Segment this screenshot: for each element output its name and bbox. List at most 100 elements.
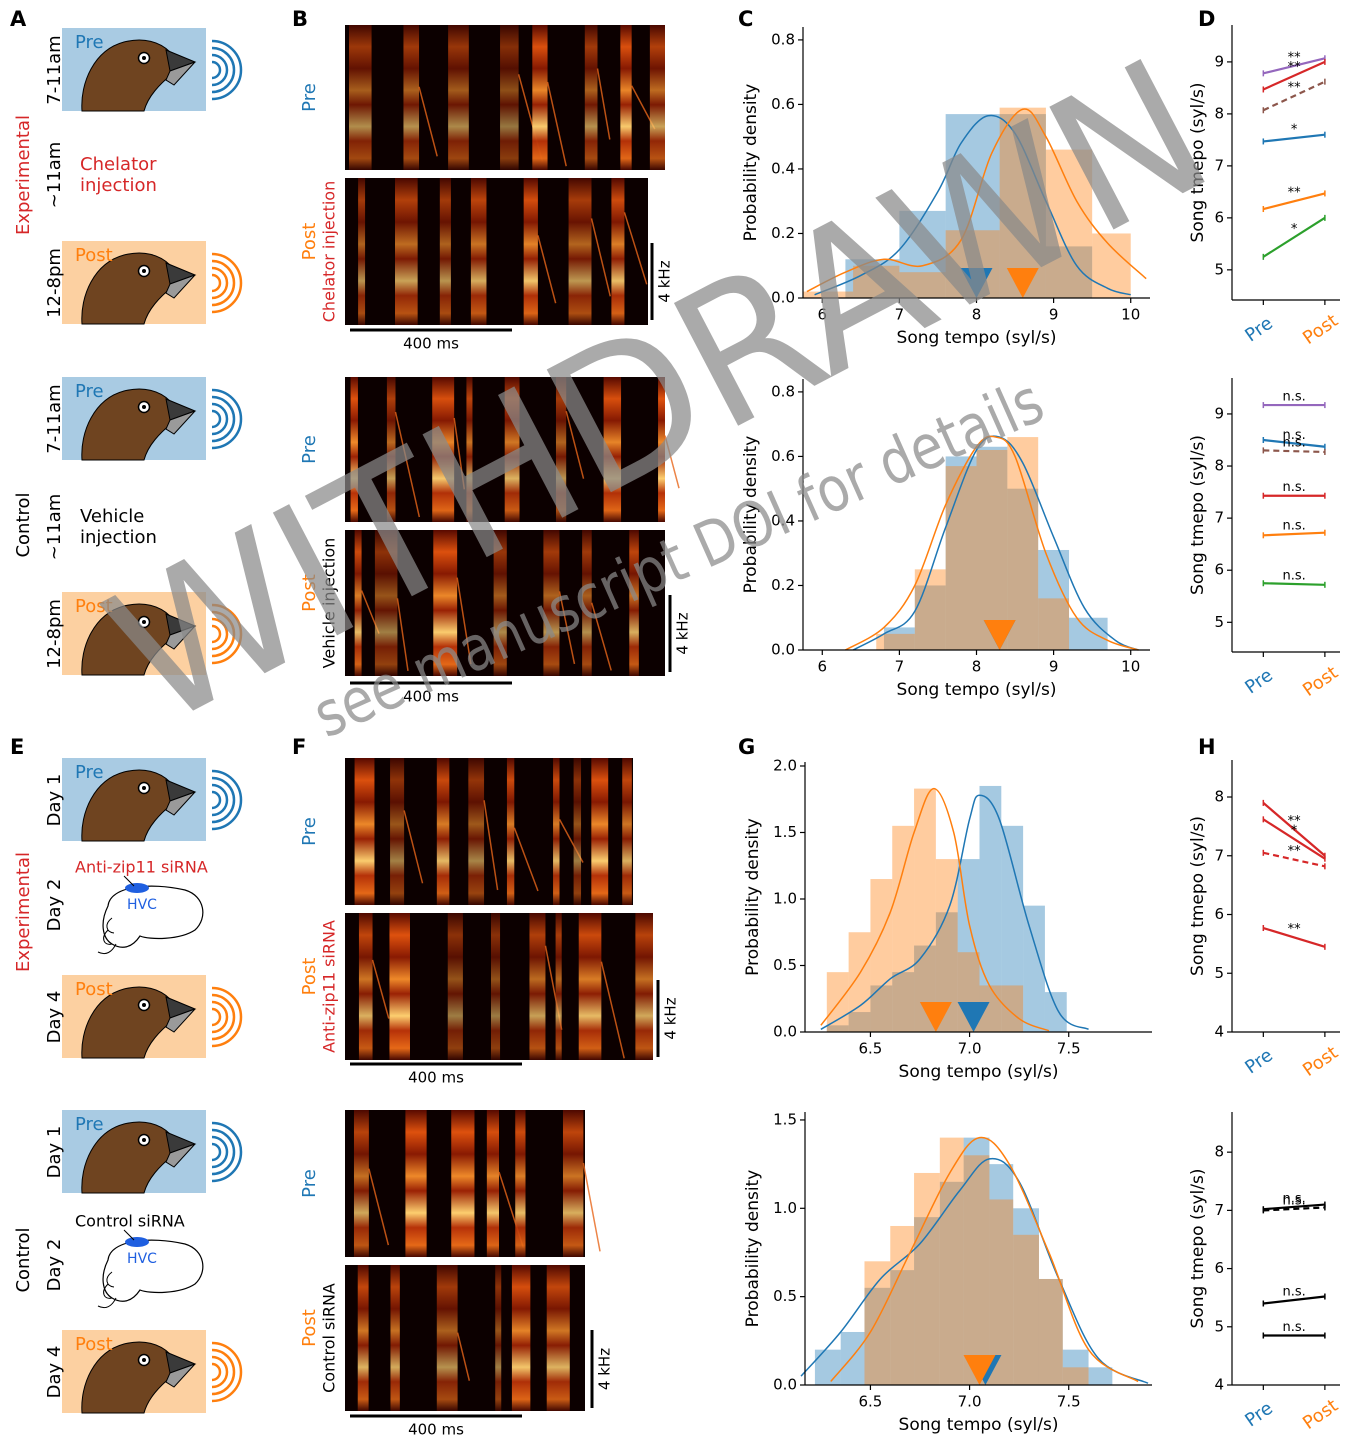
harmonic-sweep [596, 68, 611, 140]
kde-curve [820, 794, 1089, 1031]
condition-label: Pre [75, 381, 104, 402]
syllable [578, 913, 602, 1060]
syllable [555, 377, 567, 522]
x-tick-label: Post [1299, 1042, 1342, 1081]
condition-label: Post [299, 958, 320, 996]
y-tick-label: 2.0 [773, 756, 797, 774]
region-label: HVC [127, 1251, 157, 1267]
histogram-bar [976, 449, 1008, 650]
significance-label: n.s. [1282, 1285, 1305, 1300]
time-label: Day 1 [44, 1126, 65, 1179]
pointer [123, 875, 135, 887]
y-tick-label: 0.0 [771, 641, 795, 659]
group-label: Control [13, 492, 34, 557]
treatment-time: ~11am [44, 142, 65, 209]
harmonic-sweep [590, 602, 612, 671]
syllable [591, 758, 609, 905]
syllable [573, 758, 582, 905]
y-tick-label: 8 [1214, 1143, 1224, 1161]
syllable [448, 25, 469, 170]
y-axis-label: Probability density [741, 436, 761, 594]
syllable [470, 178, 487, 325]
syllable [523, 178, 538, 325]
histogram-bar [1062, 1349, 1089, 1385]
syllable [439, 178, 451, 325]
x-tick-label: 7.5 [1057, 1393, 1081, 1411]
treatment-label: Chelator [80, 154, 157, 175]
syllable [349, 25, 372, 170]
syllable [436, 1265, 458, 1411]
histogram-bar [957, 859, 980, 1032]
x-tick-label: 7 [895, 306, 905, 324]
histogram-bar [892, 825, 915, 1032]
spectrogram [345, 1265, 585, 1411]
treatment-label: Control siRNA [320, 1283, 339, 1393]
histogram-bar [890, 1270, 915, 1385]
paired-line [1262, 80, 1326, 112]
x-tick-label: Post [1299, 662, 1342, 701]
x-tick-label: 8 [972, 658, 982, 676]
y-axis-label: Song tmepo (syl/s) [1188, 816, 1208, 976]
histogram-bar [892, 972, 915, 1032]
histogram-bar [826, 972, 849, 1032]
mean-marker [983, 620, 1016, 650]
condition-label: Pre [299, 83, 320, 112]
histogram-bar [935, 859, 958, 1032]
time-label: 7-11am [44, 35, 65, 104]
x-tick-label: 10 [1121, 658, 1140, 676]
harmonic-sweep [546, 81, 567, 167]
harmonic-sweep [513, 827, 539, 892]
group-label: Control [13, 1227, 34, 1292]
histogram-bar [979, 985, 1002, 1032]
x-axis-label: Song tempo (syl/s) [899, 1062, 1059, 1082]
condition-label: Pre [75, 32, 104, 53]
bird-beak [165, 791, 196, 816]
song-arc [211, 266, 229, 300]
x-tick-label: Pre [1241, 1045, 1276, 1079]
harmonic-sweep [403, 810, 424, 884]
song-arc [211, 986, 243, 1048]
syllable [568, 178, 592, 325]
paired-line [1263, 133, 1326, 143]
histogram-bar [1069, 617, 1108, 650]
condition-label: Post [299, 574, 320, 612]
histogram-bar [939, 1137, 964, 1385]
syllable [582, 530, 592, 676]
histogram-bar [976, 446, 1008, 650]
significance-label: n.s. [1282, 436, 1305, 451]
histogram-bar [1045, 246, 1093, 298]
significance-label: n.s. [1282, 428, 1305, 443]
scale-label: 400 ms [403, 335, 459, 353]
syllable [451, 1110, 475, 1257]
syllable [543, 530, 560, 676]
syllable [495, 1265, 502, 1411]
mean-marker [963, 1355, 996, 1385]
song-arc [211, 60, 222, 80]
syllable [622, 758, 632, 905]
y-tick-label: 0.2 [771, 576, 795, 594]
significance-label: ** [1288, 922, 1302, 937]
mean-marker [1006, 268, 1039, 298]
syllable [358, 913, 373, 1060]
histogram-bar [999, 114, 1046, 298]
bird-pupil [142, 1358, 146, 1362]
y-tick-label: 8 [1214, 104, 1224, 122]
syllable [354, 758, 375, 905]
syllable [584, 25, 598, 170]
syllable [658, 377, 665, 522]
harmonic-sweep [394, 411, 421, 518]
y-tick-label: 7 [1214, 156, 1224, 174]
significance-label: n.s. [1282, 480, 1305, 495]
syllable [403, 25, 420, 170]
histogram-bar [848, 1012, 871, 1032]
histogram-bar [1001, 985, 1024, 1032]
x-axis-label: Song tempo (syl/s) [899, 1415, 1059, 1435]
syllable [493, 530, 507, 676]
paired-line [1263, 851, 1326, 868]
syllable [603, 377, 622, 522]
song-arc [211, 252, 243, 314]
syllable [504, 377, 520, 522]
significance-label: ** [1288, 186, 1302, 201]
histogram-bar [803, 291, 854, 298]
histogram-bar [848, 932, 871, 1032]
